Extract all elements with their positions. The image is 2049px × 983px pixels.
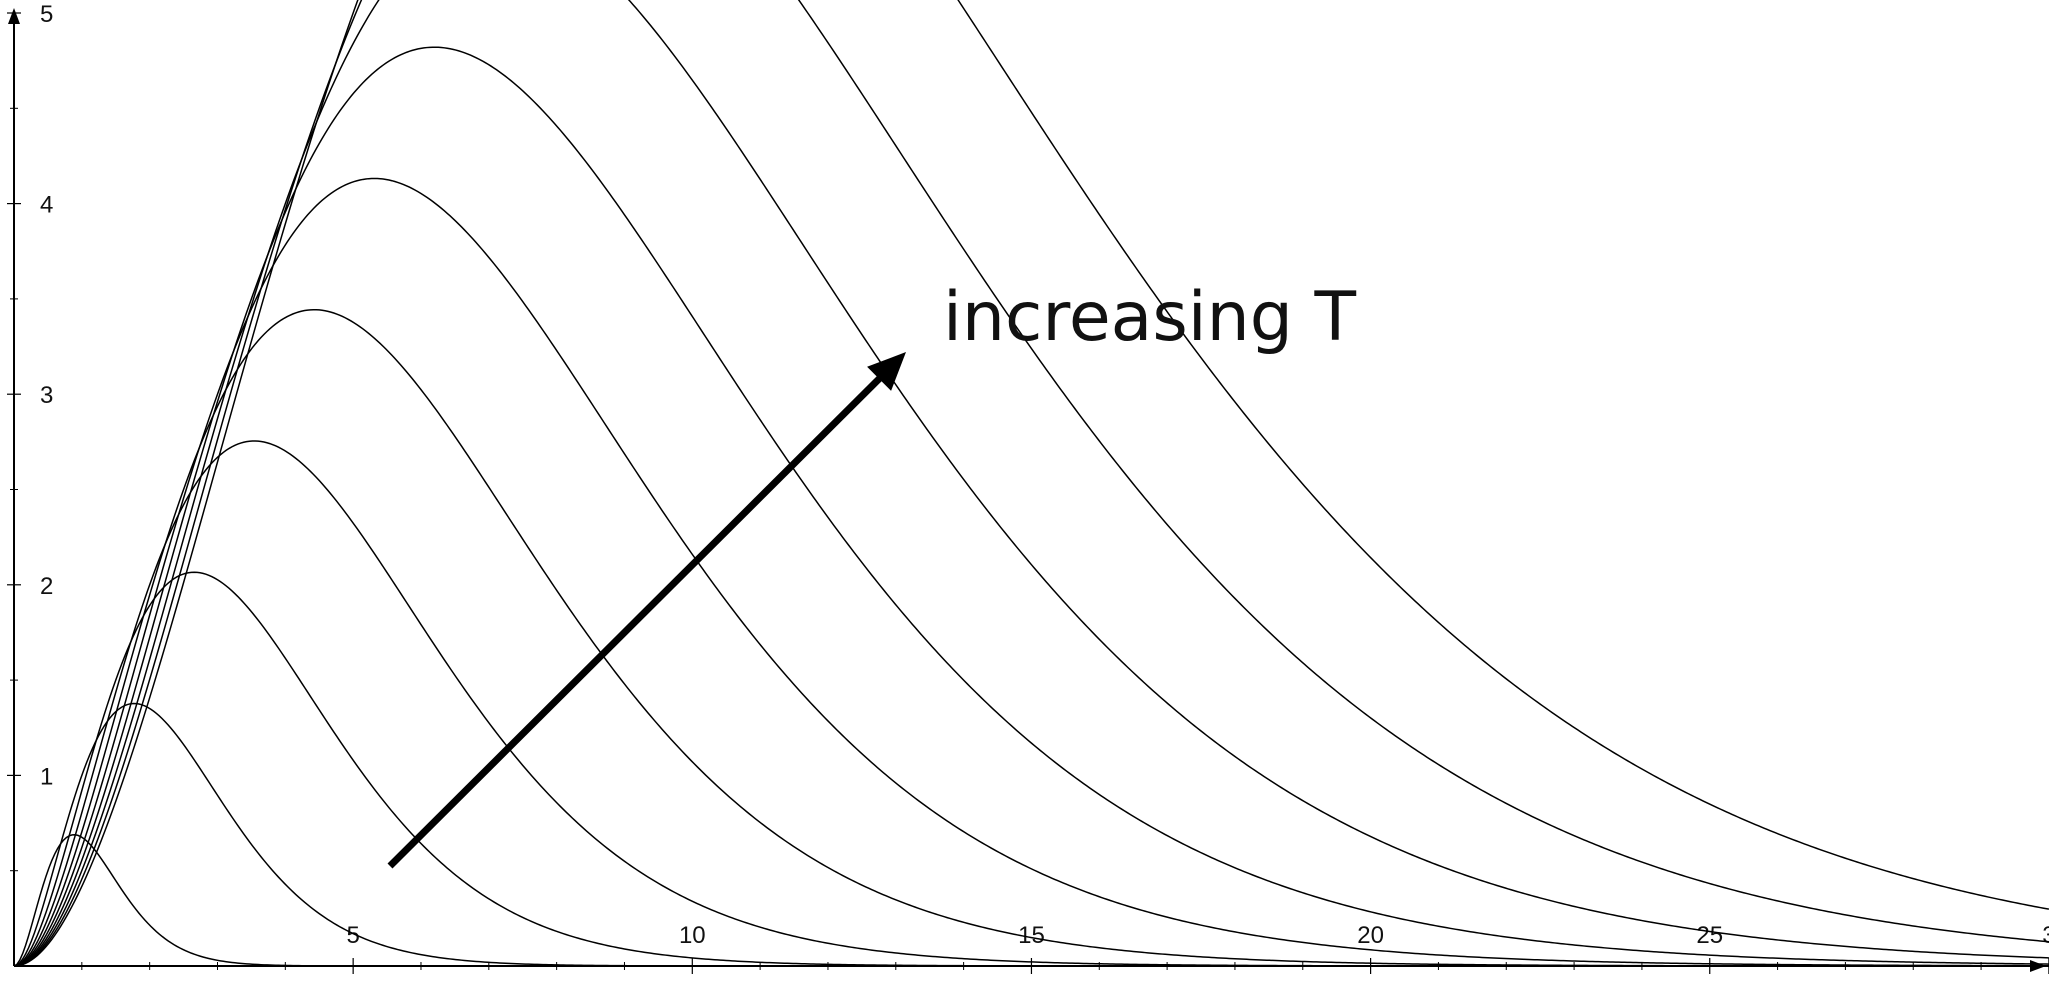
annotation-label: increasing T [943, 278, 1357, 357]
trend-arrow-head [867, 352, 906, 391]
y-tick-label: 1 [40, 763, 53, 790]
curve-series-10 [13, 0, 2049, 967]
y-tick-label: 4 [40, 192, 53, 219]
x-tick-label: 20 [1357, 922, 1384, 949]
curve-series-9 [13, 0, 2049, 967]
x-tick-label: 10 [679, 922, 706, 949]
curve-series-7 [13, 46, 2049, 967]
annotation: increasing T [387, 278, 1357, 869]
x-tick-label: 25 [1696, 922, 1723, 949]
y-tick-label: 5 [40, 1, 53, 28]
curve-series-5 [13, 308, 2049, 967]
curve-series-3 [13, 571, 2049, 967]
y-tick-label: 3 [40, 382, 53, 409]
curves [13, 0, 2049, 967]
curve-series-8 [13, 0, 2049, 967]
y-axis-arrowhead [8, 8, 20, 24]
trend-arrow-shaft [387, 363, 895, 869]
y-tick-label: 2 [40, 573, 53, 600]
curve-series-6 [13, 177, 2049, 967]
x-tick-label: 3 [2042, 922, 2049, 949]
x-tick-label: 5 [346, 922, 359, 949]
curve-series-4 [13, 440, 2049, 967]
